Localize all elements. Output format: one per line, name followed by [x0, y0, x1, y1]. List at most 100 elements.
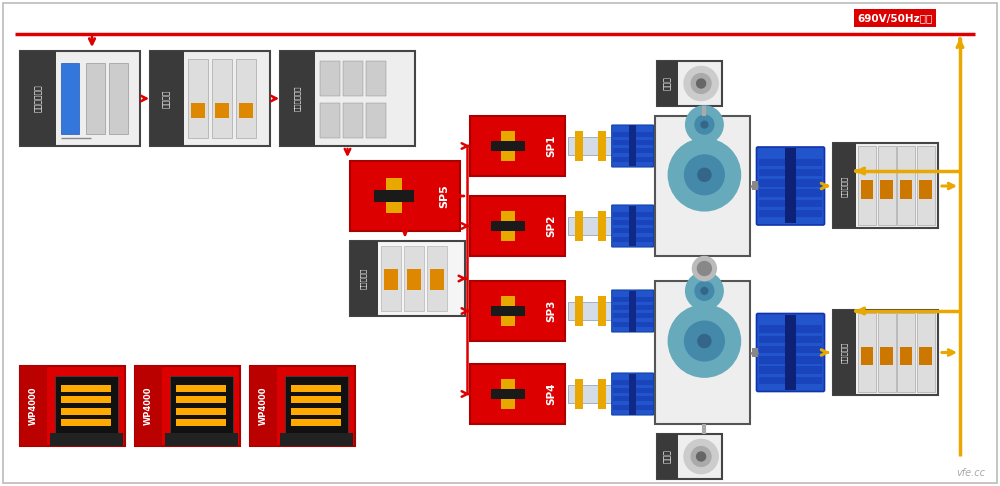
FancyBboxPatch shape	[404, 246, 424, 311]
FancyBboxPatch shape	[501, 399, 515, 409]
FancyBboxPatch shape	[878, 146, 896, 226]
FancyBboxPatch shape	[759, 325, 822, 333]
FancyBboxPatch shape	[629, 125, 636, 167]
FancyBboxPatch shape	[897, 313, 915, 392]
FancyBboxPatch shape	[501, 316, 515, 326]
Circle shape	[684, 67, 718, 101]
FancyBboxPatch shape	[343, 61, 363, 96]
FancyBboxPatch shape	[61, 419, 111, 426]
FancyBboxPatch shape	[191, 103, 205, 118]
Text: 整流器组: 整流器组	[162, 89, 171, 108]
FancyBboxPatch shape	[350, 161, 460, 231]
FancyBboxPatch shape	[759, 356, 822, 364]
FancyBboxPatch shape	[657, 61, 678, 106]
FancyBboxPatch shape	[613, 212, 652, 217]
Circle shape	[698, 168, 711, 181]
FancyBboxPatch shape	[135, 366, 240, 446]
FancyBboxPatch shape	[236, 59, 256, 138]
FancyBboxPatch shape	[170, 376, 233, 433]
FancyBboxPatch shape	[215, 103, 229, 118]
FancyBboxPatch shape	[756, 147, 824, 225]
FancyBboxPatch shape	[598, 131, 606, 161]
FancyBboxPatch shape	[568, 217, 629, 235]
FancyBboxPatch shape	[3, 3, 997, 483]
FancyBboxPatch shape	[629, 206, 636, 246]
FancyBboxPatch shape	[629, 291, 636, 331]
FancyBboxPatch shape	[575, 296, 583, 326]
FancyBboxPatch shape	[657, 434, 722, 479]
FancyBboxPatch shape	[150, 51, 270, 146]
FancyBboxPatch shape	[501, 211, 515, 221]
FancyBboxPatch shape	[752, 348, 758, 357]
FancyBboxPatch shape	[568, 137, 629, 155]
FancyBboxPatch shape	[880, 347, 893, 365]
FancyBboxPatch shape	[366, 103, 386, 138]
Circle shape	[697, 79, 706, 88]
FancyBboxPatch shape	[386, 178, 402, 190]
FancyBboxPatch shape	[176, 419, 226, 426]
FancyBboxPatch shape	[657, 61, 722, 106]
FancyBboxPatch shape	[568, 302, 629, 320]
Text: 多维组变压器: 多维组变压器	[34, 85, 42, 112]
FancyBboxPatch shape	[280, 51, 315, 146]
FancyBboxPatch shape	[785, 315, 796, 390]
FancyBboxPatch shape	[491, 306, 525, 316]
Text: vfe.cc: vfe.cc	[956, 468, 985, 478]
FancyBboxPatch shape	[861, 347, 873, 365]
Circle shape	[691, 73, 711, 93]
FancyBboxPatch shape	[759, 366, 822, 374]
FancyBboxPatch shape	[61, 408, 111, 415]
FancyBboxPatch shape	[280, 51, 415, 146]
Circle shape	[698, 334, 711, 347]
FancyBboxPatch shape	[61, 63, 79, 134]
Text: SP4: SP4	[547, 383, 557, 405]
FancyBboxPatch shape	[386, 202, 402, 213]
FancyBboxPatch shape	[61, 397, 111, 403]
FancyBboxPatch shape	[188, 59, 208, 138]
Text: SP5: SP5	[440, 184, 450, 208]
FancyBboxPatch shape	[384, 269, 398, 290]
FancyBboxPatch shape	[239, 103, 253, 118]
FancyBboxPatch shape	[350, 241, 465, 316]
Circle shape	[701, 288, 708, 294]
Circle shape	[697, 452, 706, 461]
FancyBboxPatch shape	[20, 51, 56, 146]
FancyBboxPatch shape	[657, 434, 678, 479]
FancyBboxPatch shape	[575, 211, 583, 241]
FancyBboxPatch shape	[135, 366, 162, 446]
Text: 陪试变频器: 陪试变频器	[841, 175, 848, 197]
FancyBboxPatch shape	[575, 131, 583, 161]
Circle shape	[692, 257, 716, 280]
FancyBboxPatch shape	[759, 179, 822, 187]
Text: WP4000: WP4000	[29, 387, 38, 425]
FancyBboxPatch shape	[613, 220, 652, 225]
FancyBboxPatch shape	[50, 433, 123, 446]
FancyBboxPatch shape	[491, 221, 525, 231]
FancyBboxPatch shape	[613, 148, 652, 154]
FancyBboxPatch shape	[291, 397, 341, 403]
FancyBboxPatch shape	[858, 146, 876, 226]
FancyBboxPatch shape	[430, 269, 444, 290]
FancyBboxPatch shape	[55, 376, 118, 433]
FancyBboxPatch shape	[598, 296, 606, 326]
FancyBboxPatch shape	[759, 169, 822, 176]
FancyBboxPatch shape	[919, 180, 932, 199]
FancyBboxPatch shape	[470, 196, 565, 256]
Text: 齿轮筱: 齿轮筱	[663, 77, 672, 90]
FancyBboxPatch shape	[861, 180, 873, 199]
FancyBboxPatch shape	[176, 397, 226, 403]
FancyBboxPatch shape	[613, 305, 652, 310]
FancyBboxPatch shape	[501, 231, 515, 241]
Circle shape	[685, 155, 724, 195]
FancyBboxPatch shape	[613, 140, 652, 145]
FancyBboxPatch shape	[470, 364, 565, 424]
FancyBboxPatch shape	[165, 433, 238, 446]
FancyBboxPatch shape	[491, 389, 525, 399]
FancyBboxPatch shape	[491, 140, 525, 152]
Circle shape	[686, 106, 723, 143]
FancyBboxPatch shape	[176, 385, 226, 392]
FancyBboxPatch shape	[759, 210, 822, 218]
FancyBboxPatch shape	[598, 379, 606, 409]
FancyBboxPatch shape	[752, 181, 758, 191]
FancyBboxPatch shape	[212, 59, 232, 138]
